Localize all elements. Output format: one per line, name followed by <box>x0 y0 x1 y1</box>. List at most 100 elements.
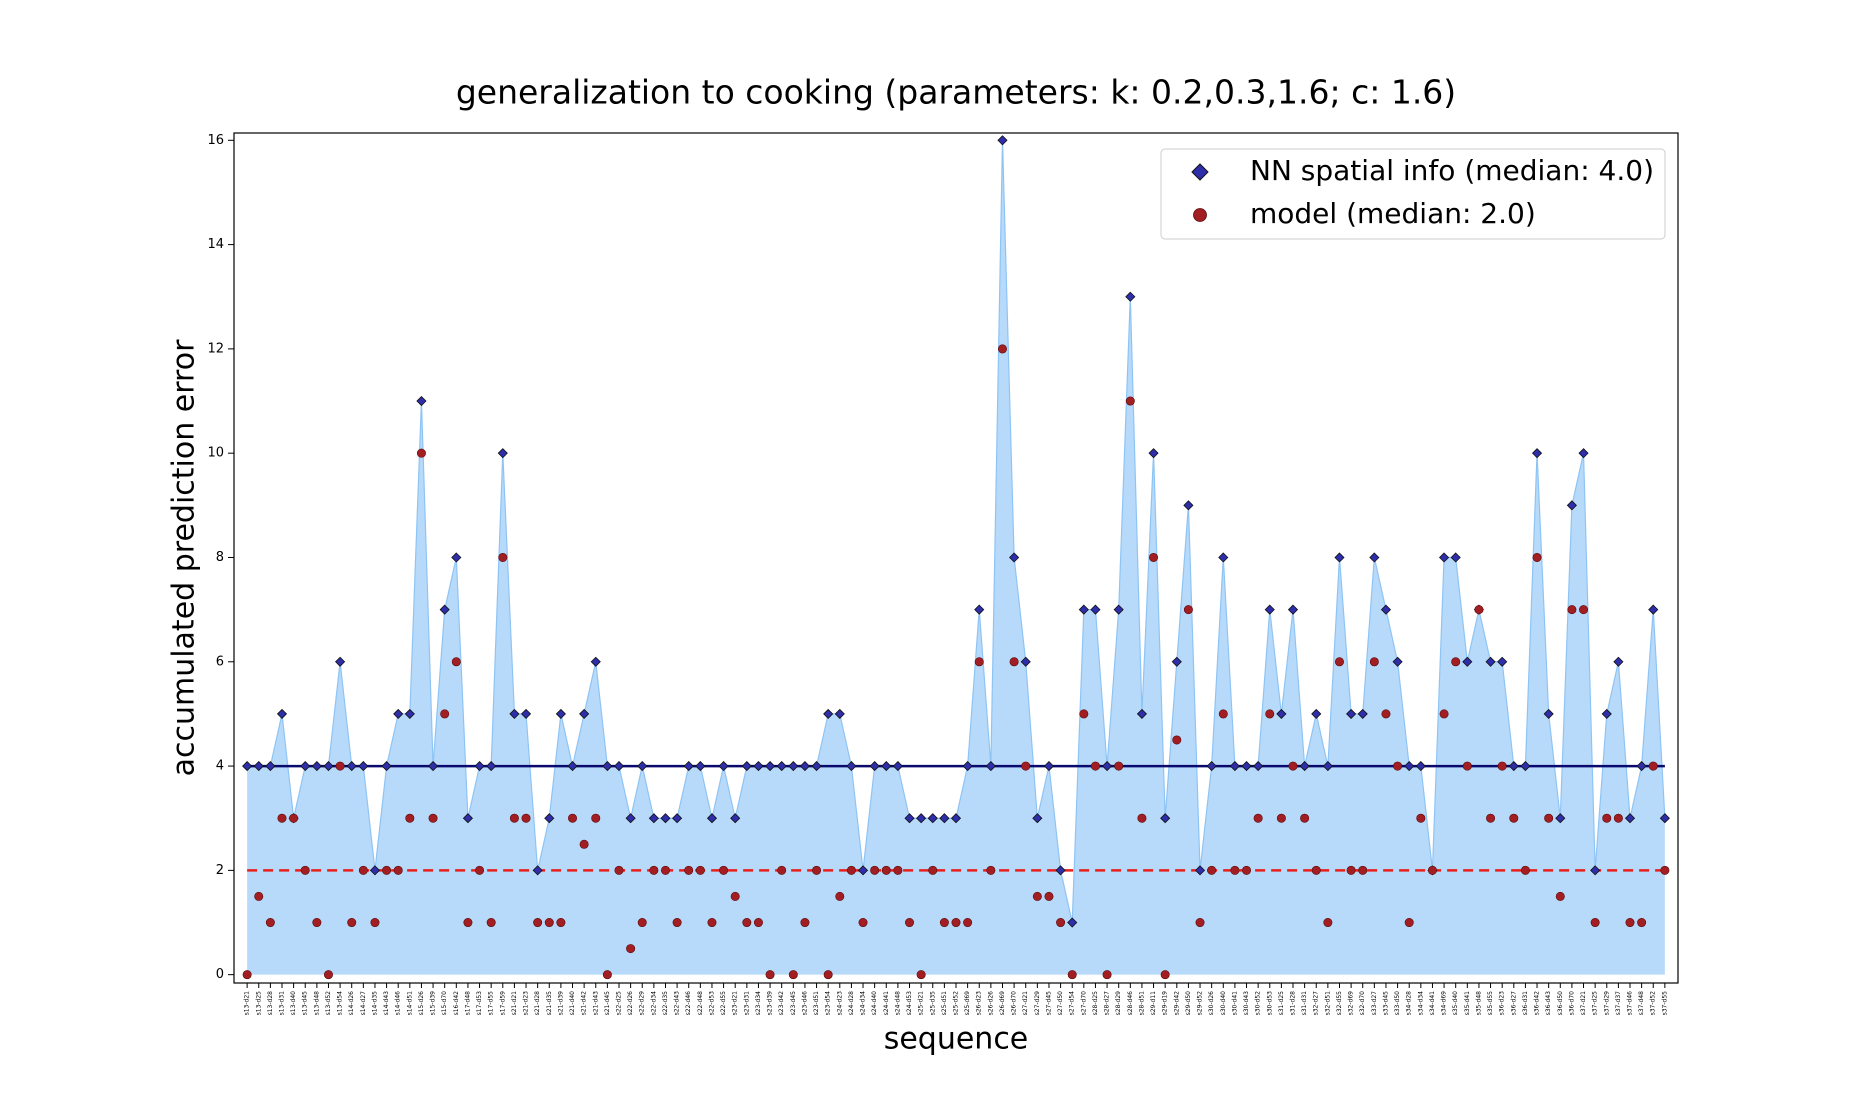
point <box>765 970 775 980</box>
x-tick-label: s35-d40 <box>1452 991 1459 1016</box>
point <box>625 813 636 824</box>
point <box>404 708 415 719</box>
x-tick-label: s24-d23 <box>836 991 843 1016</box>
point <box>463 918 473 928</box>
x-tick-label: s36-d23 <box>1499 991 1506 1016</box>
point <box>823 970 833 980</box>
x-tick-label: s24-d41 <box>883 991 890 1016</box>
x-tick-label: s14-d26 <box>348 991 355 1016</box>
x-tick-label: s34-d34 <box>1417 991 1424 1016</box>
point <box>1625 918 1635 928</box>
point <box>950 813 962 824</box>
point <box>1032 891 1042 901</box>
x-tick-label: s27-d21 <box>1022 991 1029 1016</box>
x-tick-label: s27-d45 <box>1045 991 1052 1016</box>
point <box>1195 918 1205 928</box>
point <box>1194 865 1206 876</box>
x-tick-label: s23-d46 <box>801 991 808 1016</box>
point <box>1567 605 1577 615</box>
y-tick-label: 16 <box>207 133 224 148</box>
x-tick-label: s28-d25 <box>1092 991 1099 1016</box>
x-tick-label: s13-d54 <box>337 991 344 1016</box>
y-axis-label: accumulated prediction error <box>167 339 202 776</box>
point <box>276 708 288 719</box>
point <box>962 761 973 772</box>
y-tick-label: 6 <box>216 654 224 669</box>
point <box>1113 604 1124 615</box>
point <box>869 761 880 772</box>
point <box>1392 656 1403 667</box>
point <box>649 865 659 875</box>
point <box>1648 604 1659 615</box>
point <box>591 813 601 823</box>
x-tick-label: s26-d26 <box>987 991 994 1016</box>
x-tick-label: s23-d34 <box>755 991 762 1016</box>
point <box>1160 813 1171 824</box>
x-tick-label: s33-d50 <box>1394 991 1401 1016</box>
point <box>1183 605 1193 615</box>
point <box>963 918 973 928</box>
point <box>613 761 625 772</box>
point <box>416 395 427 407</box>
x-tick-label: s17-d59 <box>499 991 506 1016</box>
point <box>1578 448 1589 459</box>
point <box>660 813 671 824</box>
point <box>730 891 740 901</box>
x-tick-label: s13-d25 <box>255 991 262 1016</box>
point <box>602 970 612 980</box>
x-tick-label: s23-d39 <box>767 991 774 1016</box>
y-tick-label: 12 <box>207 341 224 356</box>
x-tick-label: s21-d42 <box>581 991 588 1016</box>
x-tick-label: s17-d48 <box>464 991 471 1016</box>
x-tick-label: s13-d52 <box>325 991 332 1016</box>
x-tick-label: s15-d26 <box>418 991 425 1016</box>
point <box>823 708 834 719</box>
x-tick-label: s35-d55 <box>1487 991 1494 1016</box>
x-tick-label: s37-d46 <box>1627 991 1634 1016</box>
point <box>1056 918 1066 928</box>
point <box>753 761 764 772</box>
x-tick-label: s30-d41 <box>1231 991 1238 1016</box>
point <box>427 761 439 772</box>
point <box>393 865 403 875</box>
point <box>985 761 996 772</box>
point <box>637 918 647 928</box>
point <box>486 918 496 928</box>
x-tick-label: s30-d52 <box>1255 991 1262 1016</box>
point <box>1334 552 1345 563</box>
x-tick-label: s13-d48 <box>313 991 320 1016</box>
x-tick-label: s14-d51 <box>406 991 413 1016</box>
point <box>800 918 810 928</box>
point <box>1357 708 1368 719</box>
point <box>1114 761 1124 771</box>
point <box>1079 709 1089 719</box>
point <box>1125 396 1135 406</box>
point <box>1358 865 1368 875</box>
x-tick-label: s30-d53 <box>1266 991 1273 1016</box>
x-tick-label: s13-d31 <box>278 991 285 1016</box>
x-tick-label: s24-d34 <box>860 991 867 1016</box>
point <box>1242 865 1252 875</box>
point <box>776 761 787 772</box>
point <box>788 970 798 980</box>
point <box>846 865 856 875</box>
point <box>1648 761 1658 771</box>
point <box>672 813 683 824</box>
point <box>1067 970 1077 980</box>
y-tick-label: 8 <box>216 550 224 565</box>
point <box>905 918 915 928</box>
x-tick-label: s22-d43 <box>674 991 681 1016</box>
point <box>1579 605 1589 615</box>
point <box>1300 813 1310 823</box>
point <box>1009 552 1020 563</box>
point <box>1090 604 1101 615</box>
point <box>695 865 705 875</box>
point <box>1206 761 1217 772</box>
x-tick-label: s21-d39 <box>557 991 564 1016</box>
point <box>1207 865 1217 875</box>
legend-marker <box>1191 163 1209 181</box>
point <box>1520 761 1531 772</box>
point <box>439 604 450 615</box>
x-tick-label: s25-d35 <box>929 991 936 1016</box>
point <box>1613 813 1623 823</box>
